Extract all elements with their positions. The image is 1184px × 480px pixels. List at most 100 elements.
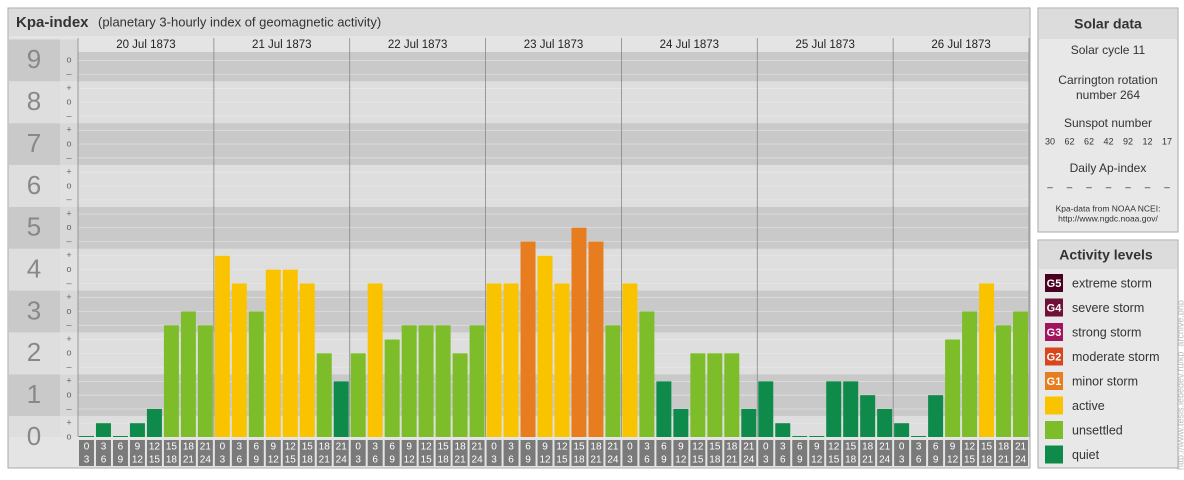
date-row [78,38,1029,52]
bar [350,353,366,437]
hour-box [843,440,859,466]
hour-from: 15 [302,442,314,453]
ap-title: Daily Ap-index [1070,161,1147,175]
hour-box [452,440,468,466]
hour-to: 3 [763,455,769,466]
minor-tick-label: + [66,208,71,218]
hour-to: 15 [692,455,704,466]
hour-from: 9 [406,442,412,453]
y-tick-label: 0 [27,421,41,451]
bar [877,408,893,437]
hour-from: 15 [438,442,450,453]
legend-badge: G4 [1047,302,1063,314]
bar [724,353,740,437]
minor-tick-label: – [66,403,71,413]
bar [401,325,417,437]
hour-to: 24 [472,455,484,466]
minor-tick-label: o [66,264,71,274]
bar [435,325,451,437]
hour-box [469,440,485,466]
hour-to: 12 [539,455,551,466]
hour-to: 3 [899,455,905,466]
source: http://www.ngdc.noaa.gov/ [1058,213,1158,223]
hour-from: 3 [372,442,378,453]
hour-to: 3 [220,455,226,466]
bar [503,283,519,437]
hour-to: 12 [404,455,416,466]
hour-box [605,440,621,466]
legend-label: quiet [1072,448,1100,462]
solar-cycle: Solar cycle 11 [1071,43,1146,57]
hour-box [418,440,434,466]
minor-tick-label: o [66,180,71,190]
hour-to: 6 [372,455,378,466]
hour-from: 18 [862,442,874,453]
ap-value: – [1145,183,1151,194]
hour-to: 9 [797,455,803,466]
bar [588,241,604,437]
date-label: 23 Jul 1873 [524,39,583,51]
solar-panel [1037,7,1179,233]
bar [231,283,247,437]
legend-swatch [1045,445,1063,464]
hour-box [79,440,94,466]
bar [333,381,349,437]
hour-box [214,440,230,466]
hour-from: 12 [556,442,568,453]
ap-value: – [1125,183,1131,194]
legend-label: minor storm [1072,374,1138,388]
hour-to: 15 [285,455,297,466]
bar [554,283,570,437]
hour-box [979,440,995,466]
hour-from: 15 [981,442,993,453]
minor-tick-label: o [66,222,71,232]
minor-tick-label: – [66,320,71,330]
legend-swatch [1045,323,1063,341]
date-label: 20 Jul 1873 [116,39,175,51]
y-tick-label: 5 [27,212,41,242]
hour-to: 21 [998,455,1010,466]
minor-tick-label: – [66,152,71,162]
hour-box [911,440,927,466]
hour-to: 9 [389,455,395,466]
legend-swatch [1045,421,1063,439]
hour-to: 6 [916,455,922,466]
hour-to: 12 [268,455,280,466]
bar [163,325,179,437]
minor-tick-label: o [66,138,71,148]
hour-from: 6 [389,442,395,453]
bar [299,283,315,437]
hour-to: 6 [644,455,650,466]
hour-from: 6 [933,442,939,453]
carrington: number 264 [1076,88,1140,102]
hour-to: 18 [709,455,721,466]
hour-box [401,440,417,466]
sunspot-value: 42 [1103,136,1113,146]
bar [911,436,927,437]
hour-box [588,440,604,466]
bar [605,325,621,437]
hour-from: 12 [285,442,297,453]
minor-tick-label: – [66,194,71,204]
hour-box [741,440,757,466]
legend-badge: G1 [1047,376,1062,388]
hour-from: 0 [491,442,497,453]
hour-from: 3 [508,442,514,453]
bar [146,408,162,437]
hour-to: 9 [118,455,124,466]
legend-swatch [1045,396,1063,415]
hour-from: 18 [726,442,738,453]
bar [316,353,332,437]
bar [894,423,910,437]
hour-from: 21 [607,442,619,453]
hour-box [690,440,706,466]
hour-from: 0 [84,442,90,453]
bar [775,423,791,437]
sunspot-value: 62 [1084,136,1094,146]
hour-to: 21 [455,455,467,466]
sunspot-value: 92 [1123,136,1133,146]
ap-value: – [1106,183,1112,194]
bar [537,255,553,437]
hour-box [316,440,332,466]
bar [214,255,230,437]
